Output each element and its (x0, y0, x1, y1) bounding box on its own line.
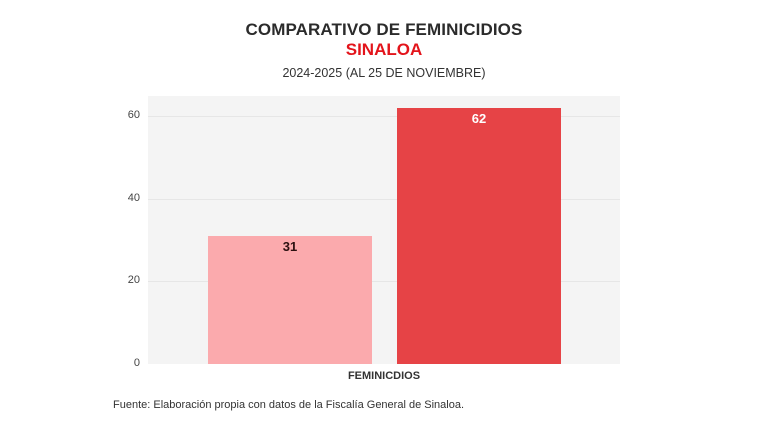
y-tick-20: 20 (127, 274, 140, 286)
gridline-20 (148, 281, 620, 282)
y-tick-0: 0 (133, 357, 140, 369)
x-axis-label: FEMINICDIOS (347, 370, 421, 382)
chart-title: COMPARATIVO DE FEMINICIDIOS (245, 20, 523, 39)
bar-2024[interactable]: 31 (208, 236, 372, 364)
chart-subtitle: SINALOA (345, 40, 423, 59)
bar-2024-value: 31 (282, 239, 298, 254)
chart-period: 2024-2025 (AL 25 DE NOVIEMBRE) (282, 66, 486, 80)
source-note: Fuente: Elaboración propia con datos de … (113, 399, 464, 411)
y-tick-40: 40 (127, 192, 140, 204)
bar-2025-value: 62 (471, 111, 487, 126)
y-tick-60: 60 (127, 109, 140, 121)
plot-area: 31 62 (148, 96, 620, 364)
gridline-60 (148, 116, 620, 117)
gridline-40 (148, 199, 620, 200)
bar-2025[interactable]: 62 (397, 108, 561, 364)
